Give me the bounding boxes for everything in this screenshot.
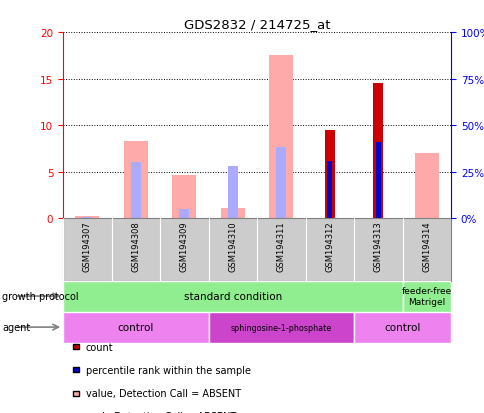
Text: GSM194313: GSM194313 — [373, 221, 382, 271]
Text: agent: agent — [2, 322, 30, 332]
Bar — [220, 209, 244, 219]
Text: GSM194310: GSM194310 — [228, 221, 237, 271]
Bar — [172, 175, 196, 219]
Bar — [269, 56, 293, 219]
Bar — [208, 312, 353, 343]
Text: feeder-free
Matrigel: feeder-free Matrigel — [401, 287, 451, 306]
Bar — [63, 312, 208, 343]
Bar — [402, 281, 450, 312]
Text: value, Detection Call = ABSENT: value, Detection Call = ABSENT — [86, 388, 241, 398]
Text: GSM194312: GSM194312 — [325, 221, 333, 271]
Text: control: control — [383, 322, 420, 332]
Text: count: count — [86, 342, 113, 352]
Text: control: control — [117, 322, 153, 332]
Bar — [327, 161, 332, 219]
Text: GSM194308: GSM194308 — [131, 221, 140, 271]
Text: growth protocol: growth protocol — [2, 291, 79, 301]
Bar — [414, 154, 438, 219]
Text: GSM194307: GSM194307 — [83, 221, 91, 271]
Bar — [63, 281, 402, 312]
Title: GDS2832 / 214725_at: GDS2832 / 214725_at — [183, 17, 330, 31]
Bar — [123, 142, 148, 219]
Bar — [324, 131, 334, 219]
Text: GSM194309: GSM194309 — [180, 221, 188, 271]
Bar — [179, 210, 189, 219]
Bar — [82, 217, 92, 219]
Text: sphingosine-1-phosphate: sphingosine-1-phosphate — [230, 323, 331, 332]
Bar — [375, 143, 380, 219]
Bar — [373, 84, 382, 219]
Bar — [227, 167, 237, 219]
Bar — [276, 147, 286, 219]
Text: GSM194311: GSM194311 — [276, 221, 285, 271]
Text: standard condition: standard condition — [183, 291, 281, 301]
Bar — [75, 216, 99, 219]
Bar — [353, 312, 450, 343]
Text: GSM194314: GSM194314 — [422, 221, 430, 271]
Bar — [131, 162, 140, 219]
Text: rank, Detection Call = ABSENT: rank, Detection Call = ABSENT — [86, 411, 236, 413]
Text: percentile rank within the sample: percentile rank within the sample — [86, 365, 250, 375]
Bar — [373, 167, 382, 219]
